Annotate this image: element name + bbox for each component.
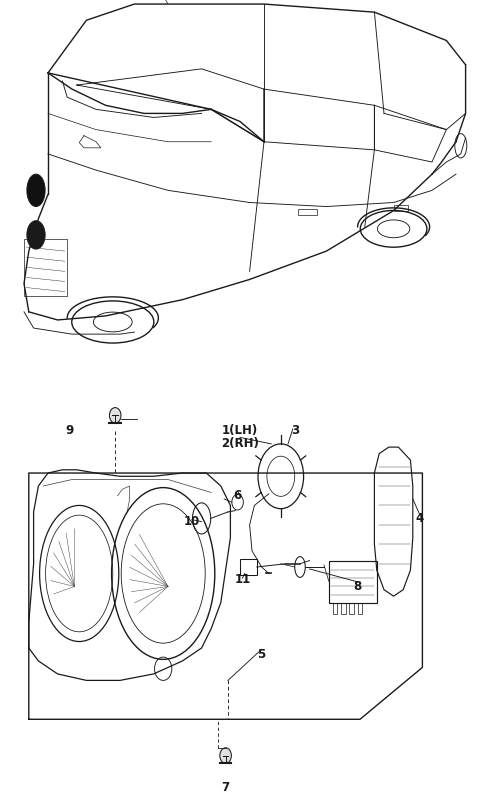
Text: 2(RH): 2(RH) bbox=[221, 437, 259, 450]
Bar bbox=[333, 603, 337, 614]
Bar bbox=[394, 206, 408, 211]
Text: 9: 9 bbox=[65, 424, 74, 437]
Text: 11: 11 bbox=[234, 573, 251, 586]
Bar bbox=[358, 603, 362, 614]
Bar bbox=[349, 603, 354, 614]
Text: 8: 8 bbox=[353, 580, 362, 593]
Ellipse shape bbox=[27, 221, 45, 249]
Circle shape bbox=[220, 748, 231, 763]
Bar bbox=[329, 561, 377, 603]
Text: 10: 10 bbox=[184, 515, 200, 528]
Bar bbox=[24, 239, 67, 296]
Text: 3: 3 bbox=[291, 424, 299, 437]
Text: 1(LH): 1(LH) bbox=[222, 424, 258, 437]
Bar bbox=[298, 208, 317, 215]
Ellipse shape bbox=[27, 174, 45, 207]
Text: 7: 7 bbox=[222, 781, 229, 794]
Text: 5: 5 bbox=[257, 648, 266, 661]
Bar bbox=[240, 559, 257, 575]
Circle shape bbox=[109, 407, 121, 423]
Text: 6: 6 bbox=[233, 489, 242, 502]
Bar bbox=[341, 603, 346, 614]
Text: 4: 4 bbox=[416, 512, 424, 525]
